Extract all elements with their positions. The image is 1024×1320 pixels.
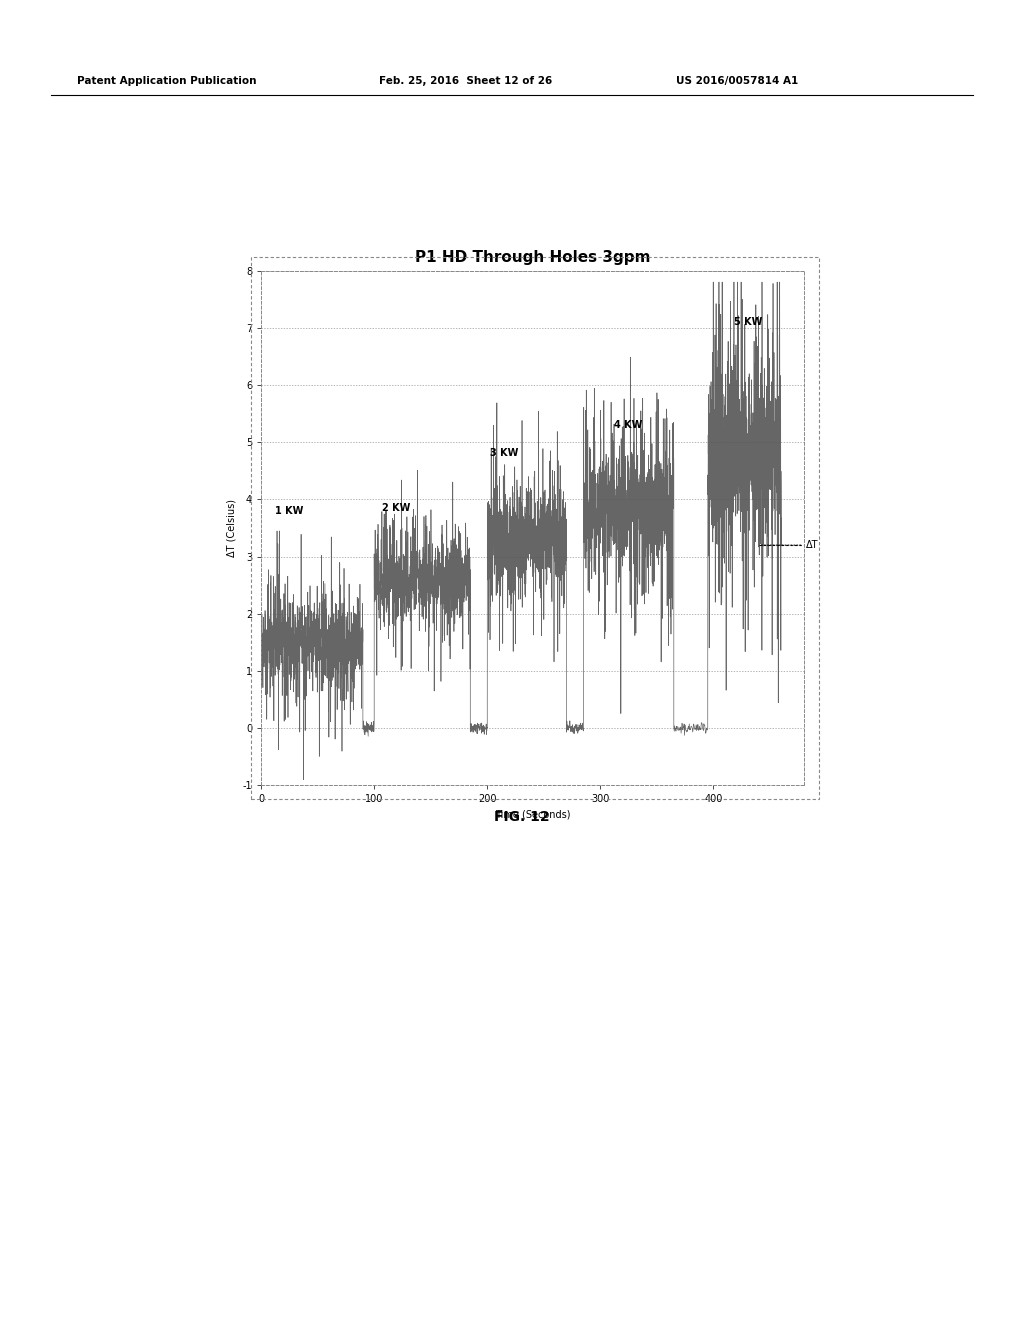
Text: 5 KW: 5 KW (734, 317, 762, 327)
Text: Feb. 25, 2016  Sheet 12 of 26: Feb. 25, 2016 Sheet 12 of 26 (379, 77, 552, 87)
Text: US 2016/0057814 A1: US 2016/0057814 A1 (676, 77, 798, 87)
Title: P1 HD Through Holes 3gpm: P1 HD Through Holes 3gpm (415, 251, 650, 265)
Text: FIG. 12: FIG. 12 (495, 810, 550, 824)
Y-axis label: ΔT (Celsius): ΔT (Celsius) (227, 499, 237, 557)
Text: 4 KW: 4 KW (614, 420, 642, 430)
Text: 3 KW: 3 KW (489, 449, 518, 458)
Text: Patent Application Publication: Patent Application Publication (77, 77, 256, 87)
Text: ΔT: ΔT (806, 540, 818, 550)
Text: 2 KW: 2 KW (382, 503, 411, 513)
X-axis label: Time (Seconds): Time (Seconds) (495, 810, 570, 820)
Text: 1 KW: 1 KW (274, 506, 303, 516)
